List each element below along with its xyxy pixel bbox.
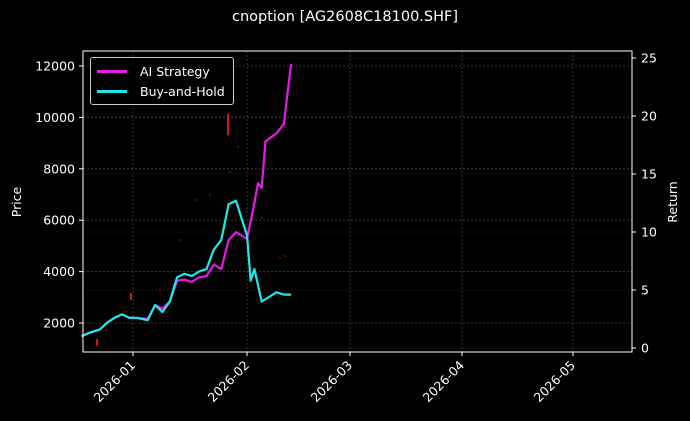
x-tick-label: 2026-03 [308, 358, 356, 406]
legend-swatch-icon [97, 89, 127, 93]
chart-title: cnoption [AG2608C18100.SHF] [231, 9, 459, 25]
legend-label: Buy-and-Hold [140, 83, 225, 99]
price-dot [237, 146, 239, 148]
price-dot [229, 171, 231, 173]
x-tick-label: 2026-01 [91, 358, 139, 406]
y2-tick-label: 5 [641, 283, 649, 298]
y-tick-label: 10000 [35, 110, 75, 125]
y2-tick-label: 0 [641, 341, 649, 356]
plot-frame [82, 50, 633, 353]
price-dot [261, 217, 263, 219]
legend-label: AI Strategy [140, 63, 210, 79]
price-dot [159, 289, 161, 291]
y-tick-label: 8000 [43, 161, 75, 176]
y-tick-label: 4000 [43, 264, 75, 279]
y-tick-label: 6000 [43, 213, 75, 228]
y-tick-label: 12000 [35, 59, 75, 74]
price-dot [105, 329, 107, 331]
y2-tick-label: 10 [641, 225, 657, 240]
price-dot [209, 194, 211, 196]
y-tick-label: 2000 [43, 316, 75, 331]
y-axis-label: Price [9, 186, 24, 217]
legend: AI Strategy Buy-and-Hold [90, 57, 234, 105]
y2-tick-label: 25 [641, 51, 657, 66]
buy-and-hold-line [81, 199, 292, 338]
x-tick-label: 2026-04 [420, 357, 468, 405]
y2-axis-label: Return [665, 181, 680, 222]
legend-item-ai-strategy: AI Strategy [97, 62, 210, 80]
price-dot [279, 257, 281, 259]
price-dot [284, 255, 286, 257]
legend-item-buy-and-hold: Buy-and-Hold [97, 82, 225, 100]
x-tick-label: 2026-02 [205, 358, 253, 406]
price-dot [194, 199, 196, 201]
legend-swatch-icon [97, 69, 127, 73]
price-dot [179, 239, 181, 241]
y2-tick-label: 20 [641, 109, 657, 124]
x-tick-label: 2026-05 [531, 358, 579, 406]
y2-tick-label: 15 [641, 167, 657, 182]
